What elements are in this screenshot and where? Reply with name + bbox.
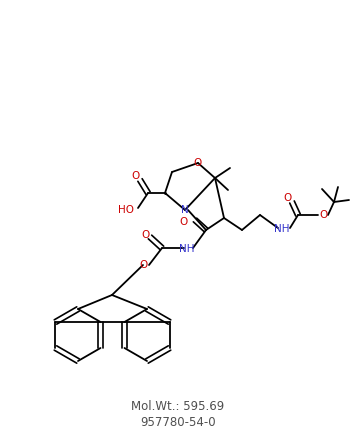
Text: O: O	[142, 230, 150, 240]
Text: O: O	[139, 260, 147, 270]
Text: O: O	[284, 193, 292, 203]
Text: Mol.Wt.: 595.69: Mol.Wt.: 595.69	[131, 399, 225, 413]
Text: NH: NH	[179, 244, 195, 254]
Text: N: N	[181, 205, 189, 215]
Text: O: O	[179, 217, 187, 227]
Text: NH: NH	[274, 224, 290, 234]
Text: O: O	[194, 158, 202, 168]
Text: HO: HO	[118, 205, 134, 215]
Text: 957780-54-0: 957780-54-0	[140, 416, 216, 429]
Text: O: O	[319, 210, 327, 220]
Text: O: O	[132, 171, 140, 181]
